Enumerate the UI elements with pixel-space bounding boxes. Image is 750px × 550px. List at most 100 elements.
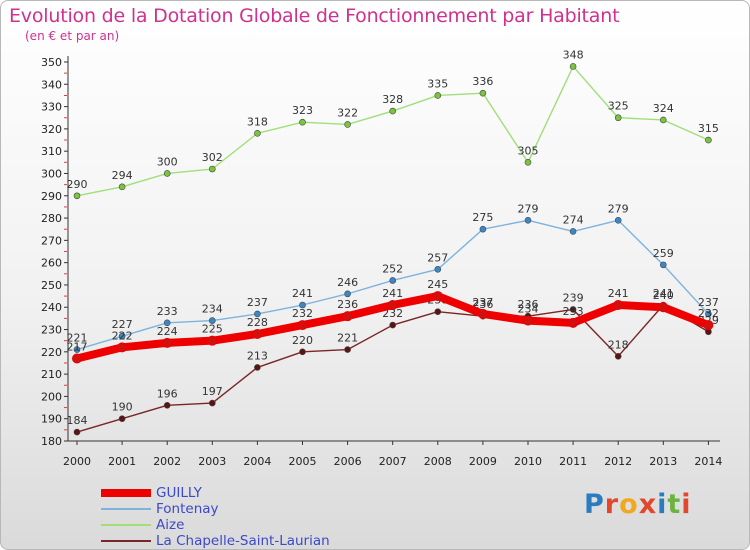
- data-label-aize: 300: [157, 155, 178, 168]
- logo-letter: o: [619, 489, 639, 520]
- data-label-aize: 328: [382, 93, 403, 106]
- legend-label: GUILLY: [156, 485, 202, 501]
- data-label-fontenay: 274: [563, 213, 584, 226]
- data-point-guilly: [72, 353, 82, 364]
- data-label-fontenay: 275: [472, 211, 493, 224]
- data-label-guilly: 225: [202, 323, 223, 336]
- data-point-la-chapelle-saint-laurian: [254, 364, 261, 371]
- data-point-aize: [344, 121, 351, 128]
- data-label-guilly: 241: [608, 287, 629, 300]
- y-tick-label: 240: [41, 301, 62, 314]
- y-tick-label: 260: [41, 257, 62, 270]
- data-point-aize: [524, 159, 532, 166]
- data-label-fontenay: 259: [653, 247, 674, 260]
- data-point-fontenay: [524, 216, 532, 224]
- x-tick-label: 2012: [604, 455, 632, 468]
- data-point-aize: [254, 130, 261, 137]
- logo-letter: t: [667, 489, 682, 520]
- data-label-guilly: 234: [518, 303, 539, 316]
- data-point-fontenay: [659, 261, 667, 269]
- data-label-fontenay: 234: [202, 303, 223, 316]
- data-point-aize: [569, 63, 577, 70]
- data-point-la-chapelle-saint-laurian: [344, 346, 351, 353]
- logo-letter: P: [584, 489, 605, 520]
- x-tick-label: 2004: [243, 455, 271, 468]
- data-label-guilly: 217: [67, 341, 88, 354]
- legend-label: Aize: [156, 517, 185, 533]
- data-label-aize: 348: [563, 48, 584, 61]
- data-label-la-chapelle-saint-laurian: 197: [202, 385, 223, 398]
- data-point-guilly: [252, 328, 263, 339]
- x-tick-label: 2014: [694, 455, 722, 468]
- data-point-guilly: [342, 311, 353, 322]
- data-label-fontenay: 221: [67, 332, 88, 345]
- brand-logo: Proxiti: [584, 489, 692, 520]
- x-tick-label: 2000: [63, 455, 91, 468]
- data-point-aize: [299, 118, 306, 126]
- data-point-aize: [434, 92, 442, 99]
- chart-subtitle: (en € et par an): [25, 29, 120, 43]
- logo-letter: r: [604, 489, 620, 520]
- legend-swatch: [101, 524, 151, 526]
- data-point-guilly: [387, 300, 398, 311]
- y-tick-label: 200: [41, 390, 62, 403]
- data-label-aize: 335: [427, 77, 448, 90]
- data-point-guilly: [117, 342, 128, 353]
- data-point-guilly: [613, 300, 624, 311]
- data-label-guilly: 241: [382, 287, 403, 300]
- x-tick-label: 2006: [334, 455, 362, 468]
- data-label-guilly: 232: [698, 307, 719, 320]
- data-label-aize: 336: [472, 75, 493, 88]
- y-tick-label: 350: [41, 56, 62, 69]
- x-tick-label: 2001: [108, 455, 136, 468]
- data-point-fontenay: [163, 319, 171, 327]
- data-label-aize: 318: [247, 115, 268, 128]
- data-point-fontenay: [434, 266, 442, 273]
- data-point-guilly: [568, 317, 579, 328]
- data-point-aize: [659, 116, 667, 124]
- data-point-guilly: [523, 315, 533, 326]
- x-tick-label: 2003: [198, 455, 226, 468]
- data-label-fontenay: 279: [518, 202, 539, 215]
- y-tick-label: 210: [41, 368, 62, 381]
- x-tick-label: 2005: [289, 455, 317, 468]
- chart-title: Evolution de la Dotation Globale de Fonc…: [9, 5, 620, 27]
- data-label-fontenay: 237: [247, 296, 268, 309]
- data-point-fontenay: [705, 310, 712, 318]
- y-tick-label: 230: [41, 324, 62, 337]
- data-point-guilly: [703, 320, 714, 331]
- data-point-fontenay: [344, 290, 351, 298]
- y-tick-label: 180: [41, 435, 62, 448]
- data-label-la-chapelle-saint-laurian: 213: [247, 349, 268, 362]
- data-point-fontenay: [118, 332, 126, 340]
- data-label-fontenay: 237: [698, 296, 719, 309]
- data-point-aize: [209, 165, 216, 173]
- legend-swatch: [101, 540, 151, 542]
- data-label-aize: 322: [337, 106, 358, 119]
- y-tick-label: 290: [41, 190, 62, 203]
- data-point-fontenay: [389, 277, 397, 284]
- x-tick-label: 2002: [153, 455, 181, 468]
- data-point-guilly: [207, 335, 218, 346]
- data-label-la-chapelle-saint-laurian: 236: [518, 298, 539, 311]
- data-point-guilly: [297, 320, 308, 331]
- legend-swatch: [101, 489, 151, 497]
- data-point-fontenay: [73, 346, 81, 353]
- x-tick-label: 2013: [649, 455, 677, 468]
- x-tick-label: 2007: [379, 455, 407, 468]
- data-point-guilly: [162, 337, 173, 348]
- data-label-la-chapelle-saint-laurian: 241: [653, 287, 674, 300]
- data-label-la-chapelle-saint-laurian: 196: [157, 387, 178, 400]
- data-label-aize: 323: [292, 104, 313, 117]
- data-point-aize: [118, 183, 126, 191]
- data-label-guilly: 228: [247, 316, 268, 329]
- y-tick-label: 270: [41, 234, 62, 247]
- data-point-fontenay: [299, 301, 306, 309]
- data-label-guilly: 232: [292, 307, 313, 320]
- data-label-guilly: 224: [157, 325, 178, 338]
- data-point-fontenay: [614, 216, 622, 224]
- data-label-aize: 324: [653, 102, 674, 115]
- data-label-fontenay: 227: [112, 318, 133, 331]
- y-tick-label: 340: [41, 78, 62, 91]
